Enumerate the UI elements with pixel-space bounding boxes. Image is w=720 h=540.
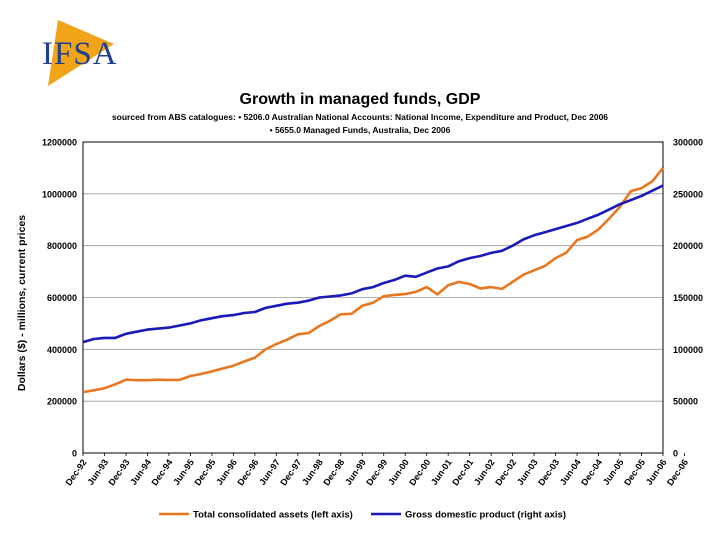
ifsa-logo: IFSA <box>42 20 118 86</box>
legend-label: Total consolidated assets (left axis) <box>193 510 353 521</box>
chart-subtitle-line-1: sourced from ABS catalogues: • 5206.0 Au… <box>111 112 609 122</box>
x-tick-label: Dec-05 <box>622 457 647 487</box>
left-tick-label: 800000 <box>47 241 77 251</box>
x-tick-label: Dec-95 <box>192 457 217 487</box>
x-tick-label: Dec-97 <box>278 457 303 487</box>
x-tick-label: Dec-92 <box>64 457 89 487</box>
x-tick-label: Dec-01 <box>450 457 475 487</box>
series-line-gross-domestic-product <box>82 184 664 344</box>
left-tick-label: 1200000 <box>42 138 77 148</box>
y-axis-label: Dollars ($) - millions, current prices <box>16 215 28 391</box>
chart-legend: Total consolidated assets (left axis) Gro… <box>159 510 566 521</box>
left-axis: 0 200000 400000 600000 800000 1000000 1200000 <box>42 138 77 459</box>
x-tick-label: Dec-02 <box>493 457 518 487</box>
x-tick-label: Dec-03 <box>536 457 561 487</box>
left-tick-label: 400000 <box>47 345 77 355</box>
left-tick-label: 0 <box>72 449 77 459</box>
x-tick-label: Dec-99 <box>364 457 389 487</box>
right-tick-label: 50000 <box>673 397 698 407</box>
right-tick-label: 150000 <box>673 293 703 303</box>
chart-subtitle-line-2: • 5655.0 Managed Funds, Australia, Dec 2… <box>269 125 451 135</box>
right-axis: 0 50000 100000 150000 200000 250000 300000 <box>673 138 703 459</box>
right-tick-label: 250000 <box>673 189 703 199</box>
series-line-total-consolidated-assets <box>82 167 665 394</box>
right-tick-label: 0 <box>673 449 678 459</box>
right-tick-label: 200000 <box>673 241 703 251</box>
x-tick-label: Dec-98 <box>321 457 346 487</box>
logo-swoosh-shape <box>48 20 114 86</box>
plot-area <box>82 141 664 454</box>
series-layer <box>82 167 665 394</box>
x-tick-label: Dec-96 <box>235 457 260 487</box>
x-axis: Dec-92Jun-93Dec-93Jun-94Dec-94Jun-95Dec-… <box>64 453 690 487</box>
right-tick-label: 300000 <box>673 138 703 148</box>
left-tick-label: 1000000 <box>42 189 77 199</box>
x-tick-label: Dec-93 <box>106 457 131 487</box>
x-tick-label: Dec-06 <box>665 457 690 487</box>
chart-gridlines <box>83 193 663 402</box>
logo-text: IFSA <box>42 36 118 72</box>
right-tick-label: 100000 <box>673 345 703 355</box>
chart-title: Growth in managed funds, GDP <box>239 91 481 108</box>
x-tick-label: Dec-94 <box>149 457 174 487</box>
legend-label: Gross domestic product (right axis) <box>405 510 566 521</box>
left-tick-label: 200000 <box>47 397 77 407</box>
x-tick-label: Dec-04 <box>579 457 604 487</box>
left-tick-label: 600000 <box>47 293 77 303</box>
x-tick-label: Dec-00 <box>407 457 432 487</box>
